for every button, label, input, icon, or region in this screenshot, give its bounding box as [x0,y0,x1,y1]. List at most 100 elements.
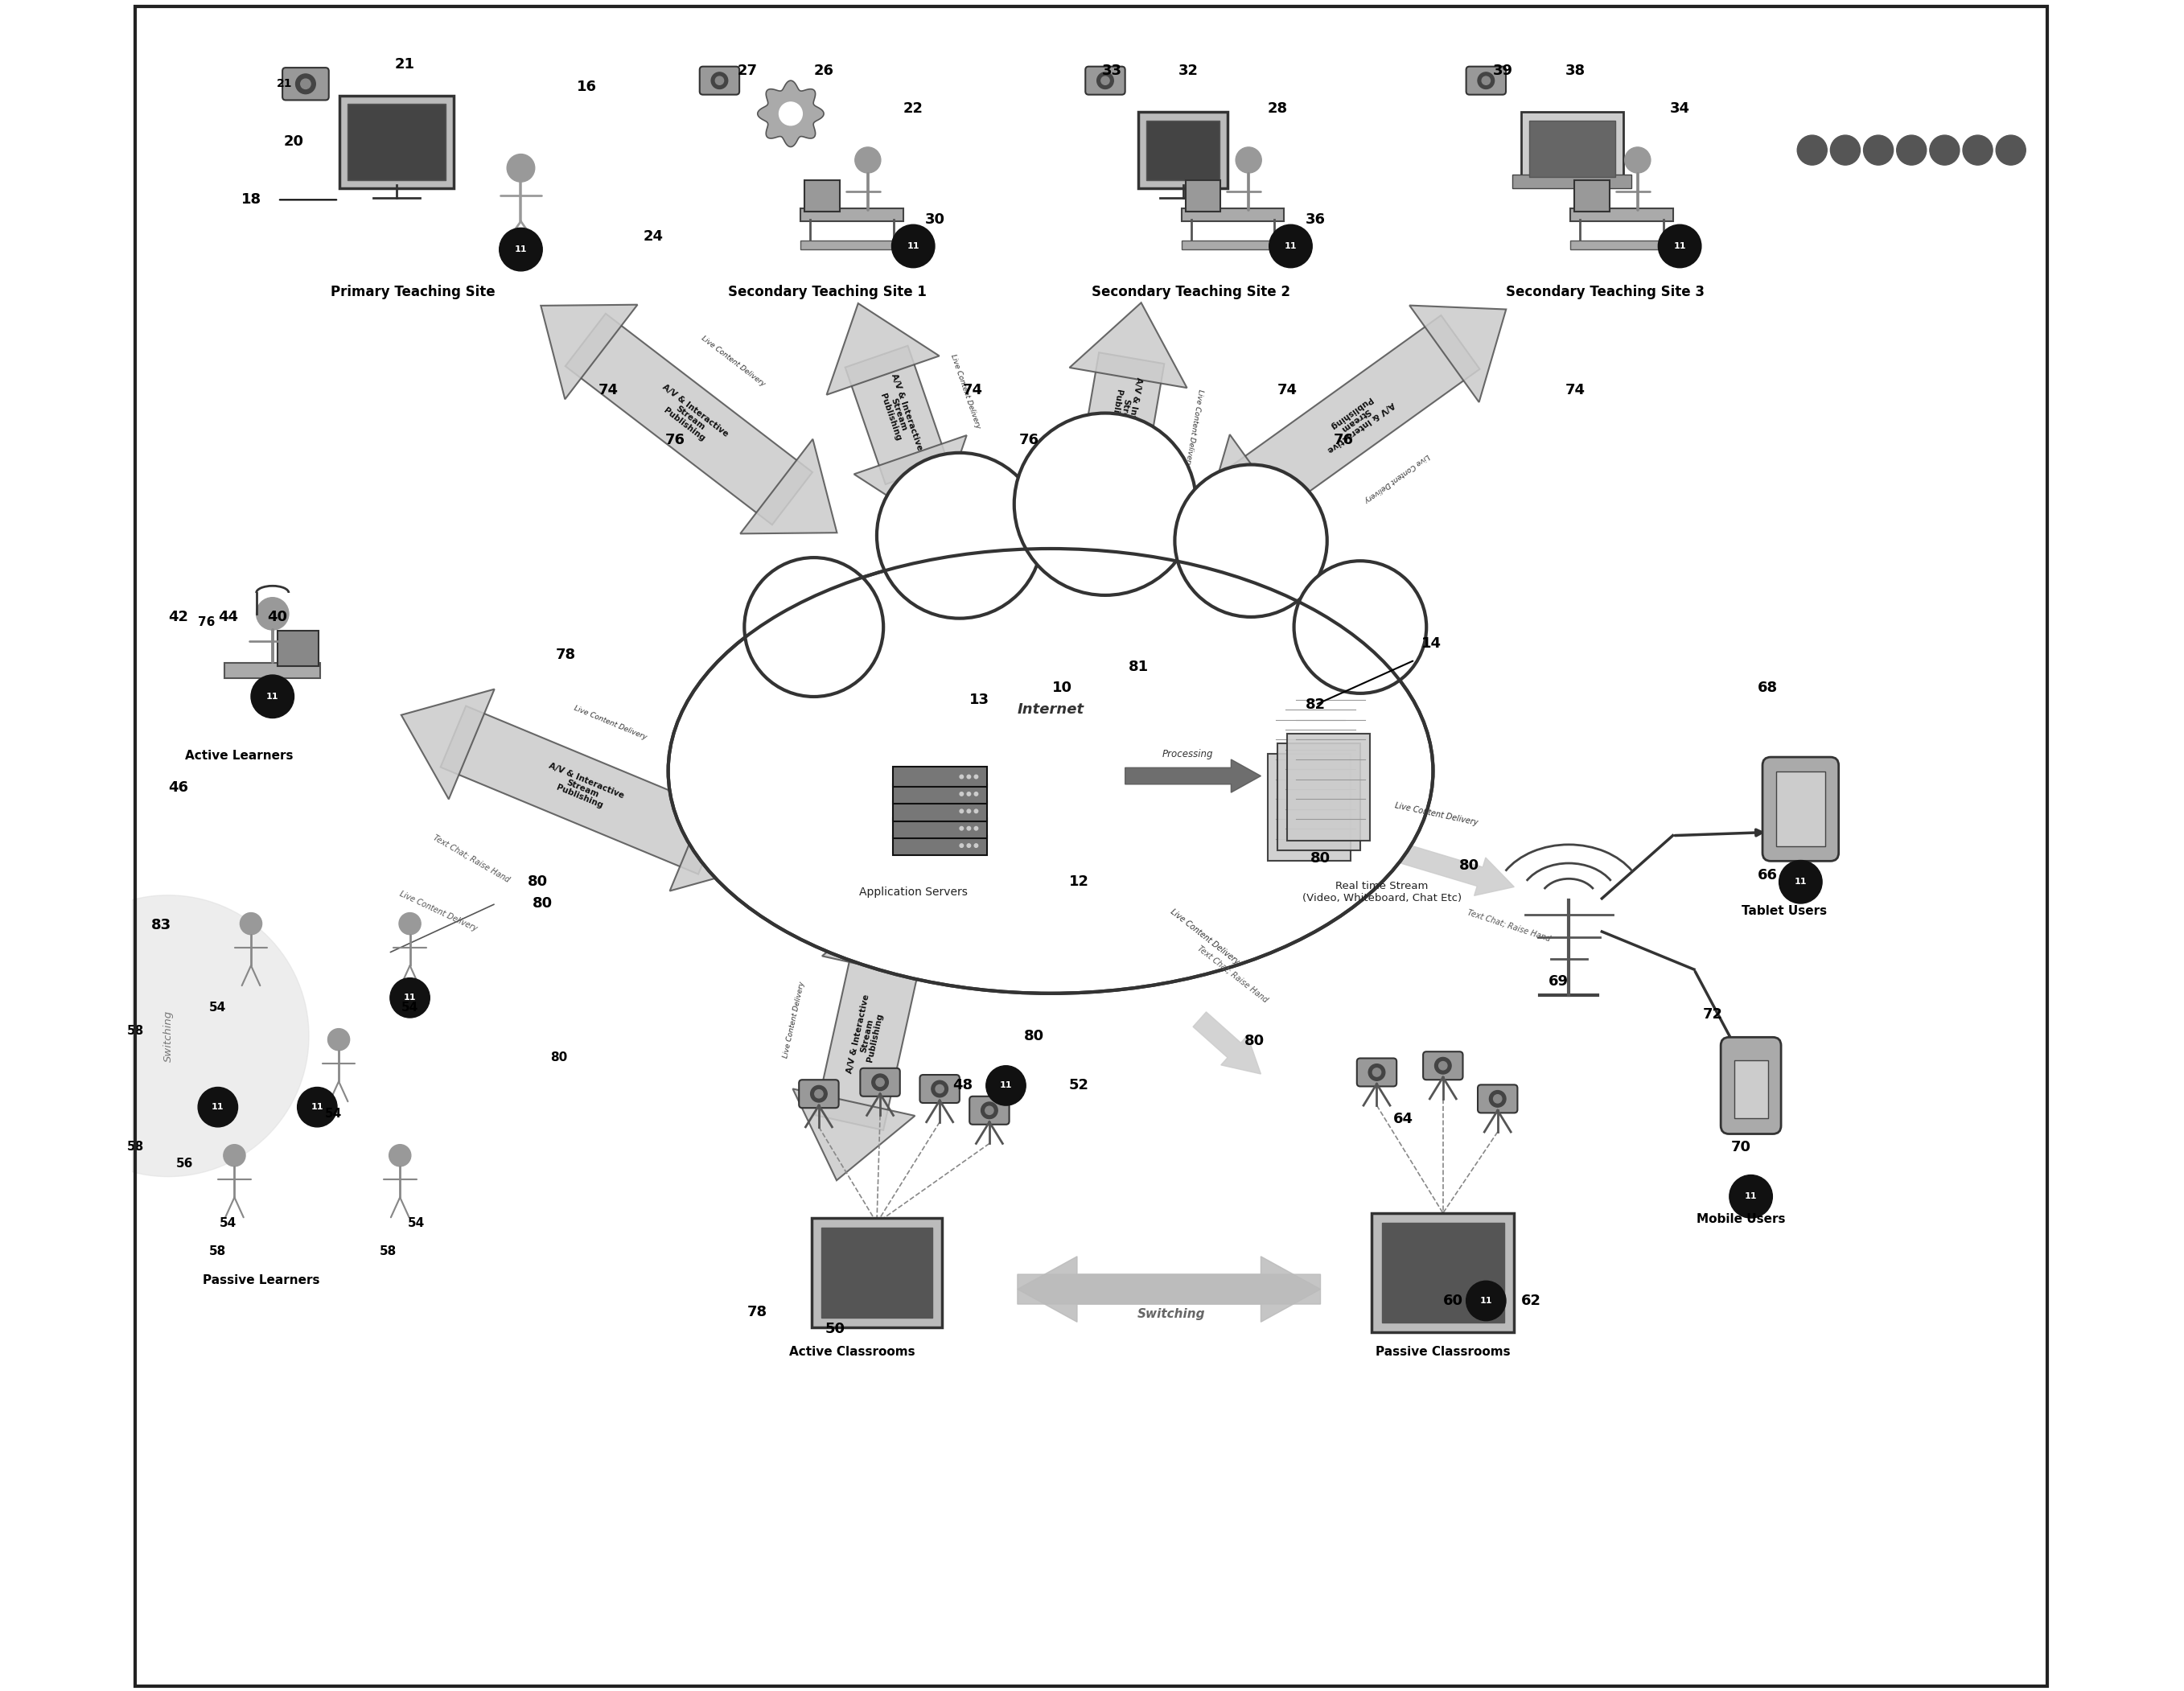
FancyBboxPatch shape [1465,66,1507,95]
FancyBboxPatch shape [347,103,446,179]
Text: Primary Teaching Site: Primary Teaching Site [332,284,496,299]
Text: 36: 36 [1306,213,1326,227]
Polygon shape [1203,435,1299,531]
Text: 74: 74 [1278,382,1297,397]
FancyBboxPatch shape [804,181,839,211]
Circle shape [1439,1062,1448,1070]
Text: 80: 80 [1245,1033,1265,1048]
Circle shape [1369,1064,1385,1081]
Text: 11: 11 [1745,1192,1758,1201]
Polygon shape [845,345,948,484]
Circle shape [1963,135,1992,166]
Text: 80: 80 [533,896,553,911]
Text: 76: 76 [1334,433,1354,446]
Text: 80: 80 [1024,1028,1044,1043]
Text: 11: 11 [1481,1297,1492,1305]
Text: A/V & Interactive
Stream
Publishing: A/V & Interactive Stream Publishing [845,993,889,1077]
FancyBboxPatch shape [1570,208,1673,222]
FancyBboxPatch shape [1762,758,1839,861]
Text: 39: 39 [1492,64,1514,78]
Circle shape [1830,135,1861,166]
Text: Internet: Internet [1018,702,1083,717]
Circle shape [968,810,970,813]
FancyBboxPatch shape [1182,240,1284,249]
Text: 54: 54 [408,1218,426,1229]
Circle shape [745,558,882,697]
FancyBboxPatch shape [1776,771,1826,847]
Circle shape [301,79,310,90]
Circle shape [1175,465,1328,617]
Text: 80: 80 [1310,852,1330,866]
Text: 22: 22 [904,101,924,117]
Circle shape [815,1089,823,1097]
Text: Active Learners: Active Learners [186,749,293,763]
FancyBboxPatch shape [1147,120,1219,179]
Text: 16: 16 [577,79,596,95]
Text: Real time Stream
(Video, Whiteboard, Chat Etc): Real time Stream (Video, Whiteboard, Cha… [1302,881,1461,903]
Text: 11: 11 [515,245,526,254]
Circle shape [507,154,535,183]
Text: 78: 78 [555,648,577,663]
Circle shape [876,453,1042,619]
Circle shape [974,844,978,847]
Text: 78: 78 [747,1305,769,1319]
Text: Application Servers: Application Servers [858,886,968,898]
Text: 80: 80 [526,874,548,889]
Text: A/V & Interactive
Stream
Publishing: A/V & Interactive Stream Publishing [651,384,729,453]
Polygon shape [542,304,638,399]
Circle shape [968,827,970,830]
Circle shape [854,147,880,172]
Circle shape [959,810,963,813]
Text: 64: 64 [1393,1111,1413,1126]
FancyBboxPatch shape [1570,240,1673,249]
Text: Tablet Users: Tablet Users [1741,905,1826,918]
FancyBboxPatch shape [893,802,987,822]
FancyBboxPatch shape [893,835,987,856]
Text: Live Content Delivery: Live Content Delivery [1168,908,1241,966]
Text: Text Chat; Raise Hand: Text Chat; Raise Hand [432,834,511,883]
Text: 48: 48 [952,1079,974,1092]
Text: 40: 40 [266,610,288,624]
Text: 52: 52 [1068,1079,1090,1092]
Text: Switching: Switching [164,1010,173,1062]
Circle shape [1269,225,1313,267]
Circle shape [959,774,963,778]
Circle shape [712,73,727,90]
Text: Live Content Delivery: Live Content Delivery [397,889,478,933]
Circle shape [1479,73,1494,90]
Text: 58: 58 [380,1245,397,1256]
Circle shape [1236,147,1262,172]
FancyBboxPatch shape [1734,1060,1767,1118]
Text: Active Classrooms: Active Classrooms [788,1346,915,1358]
Circle shape [256,597,288,631]
Circle shape [199,1087,238,1126]
Text: 66: 66 [1758,867,1778,883]
Circle shape [391,977,430,1018]
FancyBboxPatch shape [1424,1052,1463,1081]
Polygon shape [441,705,723,874]
Text: 74: 74 [598,382,618,397]
Text: 50: 50 [826,1322,845,1336]
Text: Live Content Delivery: Live Content Delivery [950,353,981,430]
Text: 18: 18 [240,193,262,206]
Circle shape [935,1084,943,1092]
Text: 11: 11 [1673,242,1686,250]
Text: 54: 54 [210,1001,227,1015]
Text: 11: 11 [906,242,919,250]
Text: 14: 14 [1422,636,1441,651]
Text: 76: 76 [199,616,214,627]
Circle shape [985,1106,994,1114]
Text: 11: 11 [1284,242,1297,250]
FancyBboxPatch shape [812,1218,941,1327]
FancyBboxPatch shape [1479,1084,1518,1113]
Polygon shape [793,1089,915,1180]
Circle shape [1730,1175,1773,1218]
FancyBboxPatch shape [860,1069,900,1096]
Text: 11: 11 [1795,878,1806,886]
FancyBboxPatch shape [1267,754,1350,861]
Text: 56: 56 [177,1157,194,1170]
FancyBboxPatch shape [970,1096,1009,1125]
Text: 58: 58 [127,1025,144,1037]
Text: Live Content Delivery: Live Content Delivery [782,981,806,1059]
Polygon shape [815,942,922,1130]
